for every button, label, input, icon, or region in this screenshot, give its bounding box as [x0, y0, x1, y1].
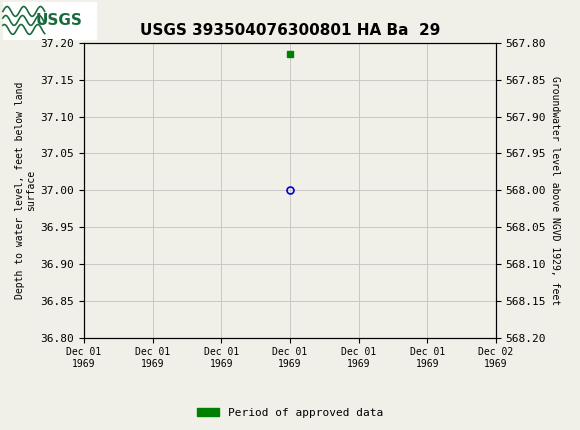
- Text: USGS: USGS: [35, 13, 82, 28]
- Y-axis label: Depth to water level, feet below land
surface: Depth to water level, feet below land su…: [15, 82, 37, 299]
- Title: USGS 393504076300801 HA Ba  29: USGS 393504076300801 HA Ba 29: [140, 23, 440, 38]
- Legend: Period of approved data: Period of approved data: [193, 403, 387, 422]
- Bar: [3, 2, 96, 39]
- Y-axis label: Groundwater level above NGVD 1929, feet: Groundwater level above NGVD 1929, feet: [550, 76, 560, 305]
